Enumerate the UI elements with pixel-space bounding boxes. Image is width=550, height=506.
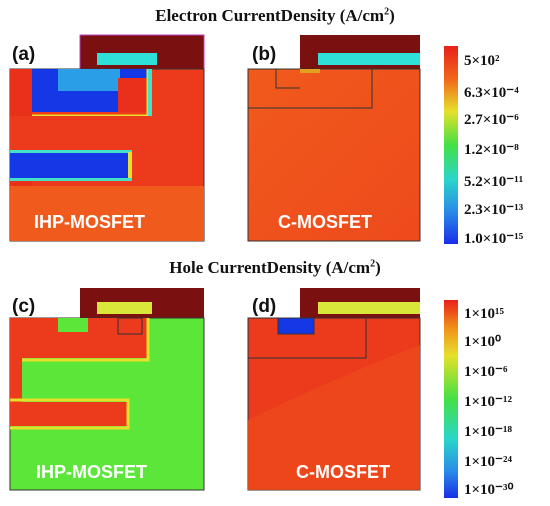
electron-colorbar [444,46,458,244]
panel-c-device-label: IHP-MOSFET [36,462,147,482]
channel-outline [248,69,373,109]
panel-d-device-label: C-MOSFET [296,462,390,482]
hole-scale-label: 1×10⁻¹² [464,394,512,410]
lower-blue-right-edge [128,152,132,178]
source-region-outline [275,69,300,89]
electron-scale-label: 2.3×10⁻¹³ [464,202,524,218]
panel-a-device-label: IHP-MOSFET [34,212,145,232]
middle-red-band [10,116,170,152]
hole-title-end: ) [375,258,381,277]
upper-green-notch [58,318,88,332]
gate-contact [97,302,152,314]
hole-section-title: Hole CurrentDensity (A/cm2) [0,258,550,278]
lower-blue-finger [10,152,130,178]
electron-title-end: ) [389,6,395,25]
upper-red-pocket [118,78,148,112]
panel-c-letter: (c) [12,296,35,317]
blue-source-region [277,317,315,335]
lower-red-finger [10,402,128,426]
bottom-orange-region [10,186,204,241]
electron-scale-label: 5×10² [464,53,500,69]
electron-scale-label: 1.0×10⁻¹⁵ [464,231,524,247]
yellow-edge-upper [22,318,150,362]
panel-d: (d) C-MOSFET [247,288,421,491]
hole-scale-label: 1×10⁰ [464,334,501,350]
panel-b-device-label: C-MOSFET [278,212,372,232]
hole-scale-label: 1×10⁻³⁰ [464,482,513,498]
channel-outline [248,318,367,359]
panel-d-letter: (d) [252,296,276,317]
upper-blue-inner-notch [58,69,120,91]
panel-c: (c) IHP-MOSFET [9,288,205,491]
hole-title-sup: 2 [370,258,376,270]
hole-scale-label: 1×10⁻²⁴ [464,454,512,470]
hole-scale-label: 1×10⁻⁶ [464,364,508,380]
upper-red-channel [22,318,148,358]
electron-title-text: Electron CurrentDensity (A/cm [155,6,385,25]
right-cyan-edge [148,69,152,116]
upper-red-pocket [117,317,143,335]
panel-a-letter: (a) [12,44,35,65]
gate-contact [318,53,420,65]
lower-blue-bottom-edge [10,178,132,181]
lower-blue-top-edge [10,150,132,153]
hole-colorbar [444,300,458,498]
electron-section-title: Electron CurrentDensity (A/cm2) [0,6,550,26]
electron-scale-label: 6.3×10⁻⁴ [464,85,519,101]
gate-contact [97,53,157,65]
panel-b: (b) C-MOSFET [247,35,421,242]
gate-oxide-edge [300,69,320,73]
left-red-strip [10,318,22,414]
hole-title-text: Hole CurrentDensity (A/cm [169,258,371,277]
yellow-edge-lower [10,398,130,430]
gate-contact [318,302,420,314]
electron-scale-label: 1.2×10⁻⁸ [464,142,519,158]
panel-b-letter: (b) [252,44,276,65]
electron-scale-label: 2.7×10⁻⁶ [464,112,519,128]
electron-title-sup: 2 [384,6,390,18]
electron-color-scale: 5×10² 6.3×10⁻⁴ 2.7×10⁻⁶ 1.2×10⁻⁸ 5.2×10⁻… [444,46,524,247]
panel-a: (a) IHP-MOSFET [9,34,205,242]
hole-scale-label: 1×10⁻¹⁸ [464,424,512,440]
hole-color-scale: 1×10¹⁵ 1×10⁰ 1×10⁻⁶ 1×10⁻¹² 1×10⁻¹⁸ 1×10… [444,300,513,498]
lower-orange-shading [248,345,420,490]
hole-scale-label: 1×10¹⁵ [464,306,505,322]
device-body [247,68,421,242]
electron-scale-label: 5.2×10⁻¹¹ [464,174,523,190]
